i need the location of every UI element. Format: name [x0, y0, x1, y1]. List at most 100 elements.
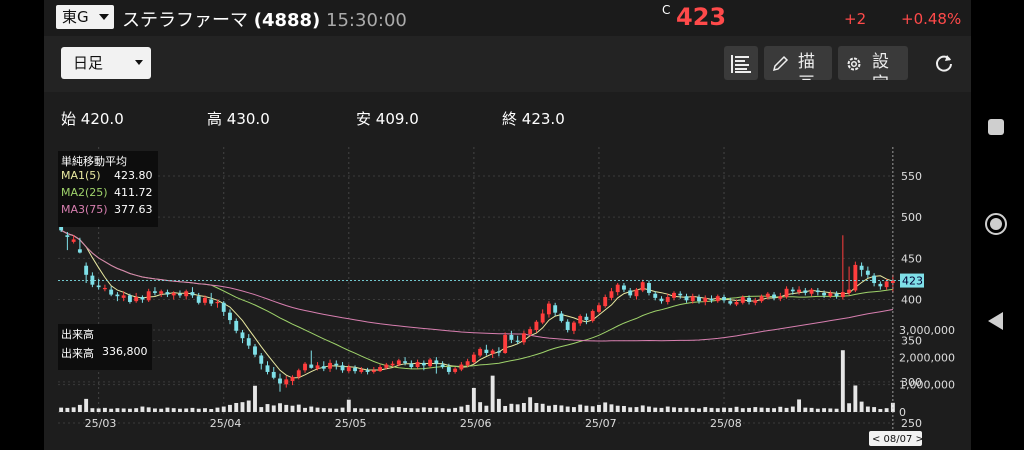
- candle-body: [622, 285, 626, 290]
- candle-body: [797, 289, 802, 293]
- indicator-list-button[interactable]: [724, 46, 758, 80]
- date-cursor-label[interactable]: < 08/07 >: [872, 434, 924, 445]
- candle-body: [853, 264, 858, 291]
- volume-bar: [697, 408, 701, 412]
- candle-body: [259, 355, 264, 364]
- candle-body: [290, 376, 295, 382]
- candle-body: [365, 370, 370, 372]
- volume-bar: [628, 407, 633, 412]
- volume-bar: [678, 407, 683, 412]
- candle-body: [546, 303, 551, 315]
- candle-body: [340, 365, 345, 371]
- volume-bar: [415, 408, 420, 412]
- volume-bar: [622, 405, 626, 412]
- volume-bar: [221, 406, 226, 412]
- candle-body: [815, 290, 820, 293]
- volume-bar: [765, 407, 770, 412]
- volume-bar: [77, 404, 82, 412]
- candle-body: [647, 283, 651, 293]
- volume-bar: [196, 408, 201, 412]
- candle-body: [609, 291, 614, 298]
- volume-bar: [715, 408, 720, 412]
- candle-body: [503, 334, 508, 354]
- candle-body: [684, 296, 689, 301]
- candle-body: [653, 293, 658, 298]
- volume-bar: [84, 398, 89, 412]
- volume-bar: [884, 408, 889, 412]
- candle-body: [534, 321, 539, 330]
- stock-name: ステラファーマ: [122, 10, 248, 31]
- candle-body: [184, 291, 189, 297]
- volume-bar: [259, 407, 264, 412]
- candle-body: [278, 378, 282, 384]
- volume-tick-label: 2,000,000: [899, 351, 955, 364]
- volume-bar: [90, 408, 95, 412]
- candle-body: [790, 289, 795, 292]
- candle-body: [565, 321, 570, 330]
- stock-code: (4888): [253, 10, 321, 31]
- settings-button-label: 設定: [872, 52, 893, 80]
- volume-bar: [665, 406, 670, 412]
- candle-body: [521, 333, 526, 343]
- volume-bar: [328, 408, 332, 412]
- volume-bar: [853, 385, 858, 412]
- ohlc-bar: 始 420.0 高 430.0 安 409.0 終 423.0: [44, 92, 971, 142]
- market-select[interactable]: 東G: [56, 5, 114, 29]
- back-icon[interactable]: [988, 312, 1003, 330]
- volume-bar: [784, 407, 789, 412]
- draw-button[interactable]: 描画: [764, 46, 832, 80]
- refresh-icon[interactable]: [934, 53, 954, 73]
- volume-bar: [490, 375, 495, 412]
- volume-bar: [590, 406, 595, 412]
- current-price: 423: [676, 3, 727, 31]
- volume-bar: [672, 407, 676, 412]
- volume-bar: [353, 408, 357, 412]
- settings-button[interactable]: 設定: [838, 46, 908, 80]
- volume-bar: [340, 407, 345, 412]
- volume-bar: [521, 402, 526, 412]
- volume-bar: [809, 407, 814, 412]
- candle-body: [571, 322, 576, 331]
- volume-bar: [265, 404, 270, 412]
- candle-body: [190, 292, 195, 296]
- candle-body: [784, 288, 789, 298]
- price-change: +2: [844, 10, 867, 28]
- volume-bar: [565, 406, 570, 412]
- volume-bar: [315, 407, 320, 412]
- volume-bar: [684, 407, 689, 412]
- volume-bar: [709, 407, 714, 412]
- draw-button-label: 描画: [798, 52, 819, 80]
- volume-legend: 出来高 出来高 336,800: [58, 324, 152, 370]
- high-value: 高 430.0: [207, 110, 270, 128]
- recent-apps-icon[interactable]: [988, 119, 1004, 135]
- candle-body: [178, 293, 182, 296]
- home-icon[interactable]: [985, 213, 1007, 235]
- candle-body: [346, 367, 351, 372]
- volume-bar: [740, 408, 745, 412]
- candle-body: [734, 301, 739, 305]
- candle-body: [102, 287, 107, 290]
- date-tick-label: 25/04: [210, 417, 242, 430]
- candle-body: [378, 367, 383, 372]
- candle-body: [690, 296, 695, 302]
- candle-body: [127, 295, 132, 302]
- period-select[interactable]: 日足: [61, 47, 151, 79]
- volume-bar: [734, 406, 739, 412]
- volume-bar: [496, 398, 501, 412]
- candle-body: [234, 320, 239, 331]
- volume-bar: [828, 408, 833, 412]
- volume-bar: [597, 404, 601, 412]
- candle-body: [578, 315, 583, 324]
- close-value: 終 423.0: [502, 110, 565, 128]
- volume-tick-label: 0: [899, 406, 906, 419]
- candle-body: [84, 265, 89, 275]
- price-change-percent: +0.48%: [901, 10, 962, 28]
- price-tick-label: 300: [901, 376, 922, 389]
- candle-body: [722, 297, 726, 301]
- price-tag-bg: [900, 273, 924, 288]
- price-tick-label: 350: [901, 335, 922, 348]
- candlestick-chart[interactable]: 550 500 450 400 350 300 250 3,000,000 2,000,000 1…: [44, 142, 971, 450]
- ma1-label: MA1(5): [61, 169, 101, 182]
- volume-bar: [471, 387, 476, 412]
- volume-bar: [234, 402, 239, 412]
